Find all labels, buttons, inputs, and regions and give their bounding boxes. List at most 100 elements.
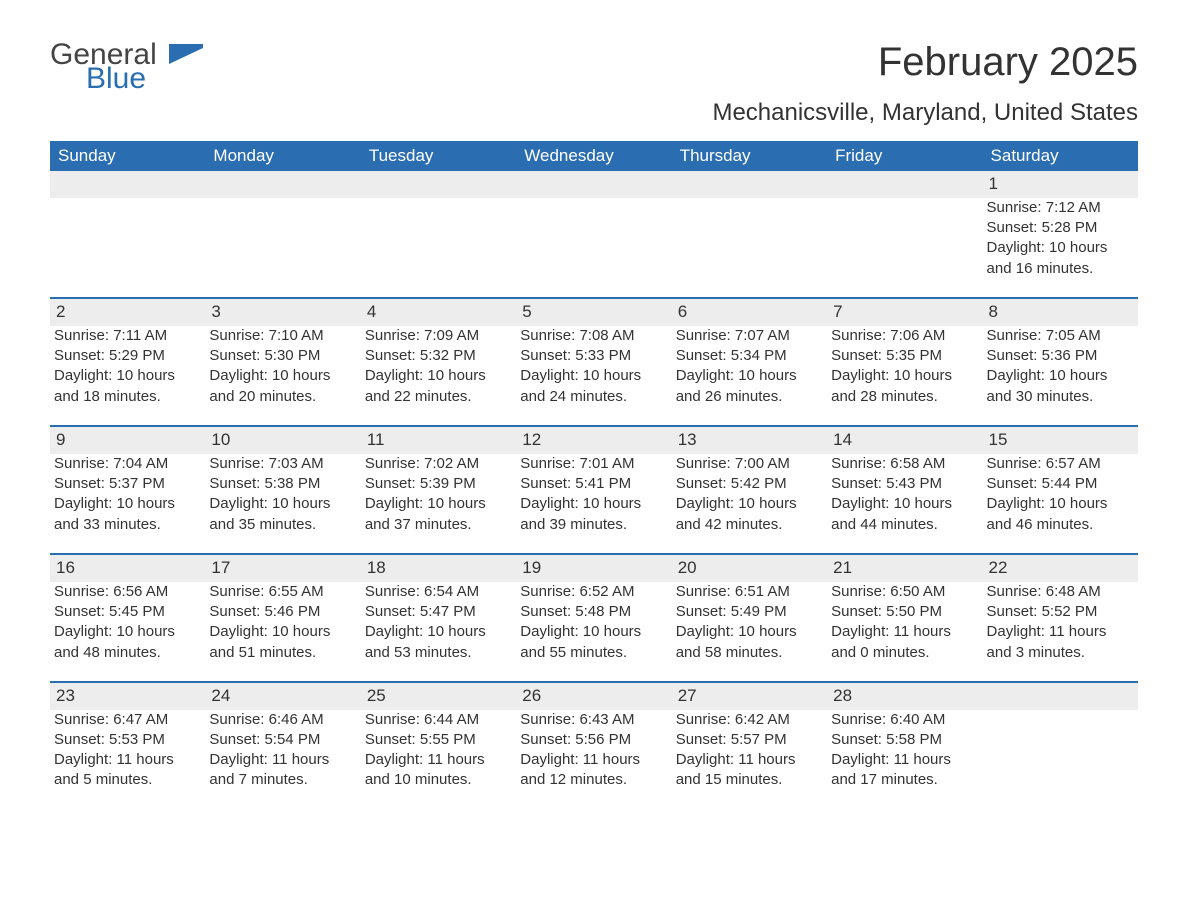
sunrise-text: Sunrise: 7:04 AM	[54, 454, 197, 474]
day-number-cell: 7	[827, 298, 982, 326]
day-number-cell: 23	[50, 682, 205, 710]
logo-text-blue: Blue	[86, 64, 203, 94]
day-detail-cell: Sunrise: 7:01 AMSunset: 5:41 PMDaylight:…	[516, 454, 671, 554]
sunrise-text: Sunrise: 7:12 AM	[987, 198, 1130, 218]
sunset-text: Sunset: 5:42 PM	[676, 474, 819, 494]
daylight-text: Daylight: 11 hours and 12 minutes.	[520, 750, 663, 791]
day-number-cell: 13	[672, 426, 827, 454]
sunset-text: Sunset: 5:28 PM	[987, 218, 1130, 238]
day-detail-cell	[50, 198, 205, 298]
sunset-text: Sunset: 5:33 PM	[520, 346, 663, 366]
sunrise-text: Sunrise: 7:01 AM	[520, 454, 663, 474]
day-detail-cell: Sunrise: 7:12 AMSunset: 5:28 PMDaylight:…	[983, 198, 1138, 298]
day-detail-row: Sunrise: 6:56 AMSunset: 5:45 PMDaylight:…	[50, 582, 1138, 682]
day-number-cell: 14	[827, 426, 982, 454]
logo-flag-icon	[169, 44, 203, 66]
day-number-cell	[516, 171, 671, 198]
day-number-cell: 9	[50, 426, 205, 454]
day-number-cell: 10	[205, 426, 360, 454]
weekday-header: Monday	[205, 141, 360, 171]
sunrise-text: Sunrise: 6:52 AM	[520, 582, 663, 602]
daylight-text: Daylight: 11 hours and 15 minutes.	[676, 750, 819, 791]
sunset-text: Sunset: 5:44 PM	[987, 474, 1130, 494]
day-detail-cell: Sunrise: 7:00 AMSunset: 5:42 PMDaylight:…	[672, 454, 827, 554]
sunrise-text: Sunrise: 6:50 AM	[831, 582, 974, 602]
sunset-text: Sunset: 5:58 PM	[831, 730, 974, 750]
sunrise-text: Sunrise: 6:48 AM	[987, 582, 1130, 602]
day-number-cell: 18	[361, 554, 516, 582]
day-detail-row: Sunrise: 6:47 AMSunset: 5:53 PM Daylight:…	[50, 710, 1138, 809]
sunrise-text: Sunrise: 7:07 AM	[676, 326, 819, 346]
day-number-row: 232425262728	[50, 682, 1138, 710]
daylight-text: Daylight: 10 hours and 28 minutes.	[831, 366, 974, 407]
daylight-text: Daylight: 10 hours and 26 minutes.	[676, 366, 819, 407]
day-number-cell: 25	[361, 682, 516, 710]
daylight-text: Daylight: 10 hours and 42 minutes.	[676, 494, 819, 535]
sunrise-text: Sunrise: 7:06 AM	[831, 326, 974, 346]
day-number-cell: 16	[50, 554, 205, 582]
daylight-text: Daylight: 11 hours and 17 minutes.	[831, 750, 974, 791]
daylight-text: Daylight: 10 hours and 44 minutes.	[831, 494, 974, 535]
sunset-text: Sunset: 5:29 PM	[54, 346, 197, 366]
weekday-header: Wednesday	[516, 141, 671, 171]
day-number-cell: 20	[672, 554, 827, 582]
day-detail-cell: Sunrise: 6:43 AMSunset: 5:56 PMDaylight:…	[516, 710, 671, 809]
daylight-text: Daylight: 10 hours and 16 minutes.	[987, 238, 1130, 279]
sunset-text: Sunset: 5:41 PM	[520, 474, 663, 494]
sunrise-text: Sunrise: 6:43 AM	[520, 710, 663, 730]
day-detail-cell	[827, 198, 982, 298]
daylight-text: Daylight: 10 hours and 35 minutes.	[209, 494, 352, 535]
weekday-header-row: Sunday Monday Tuesday Wednesday Thursday…	[50, 141, 1138, 171]
sunset-text: Sunset: 5:56 PM	[520, 730, 663, 750]
sunset-text: Sunset: 5:49 PM	[676, 602, 819, 622]
daylight-text: Daylight: 10 hours and 48 minutes.	[54, 622, 197, 663]
daylight-text: Daylight: 11 hours and 7 minutes.	[209, 750, 352, 791]
day-detail-cell	[361, 198, 516, 298]
day-number-cell: 19	[516, 554, 671, 582]
sunset-text: Sunset: 5:53 PM	[54, 730, 197, 750]
daylight-text: Daylight: 11 hours and 3 minutes.	[987, 622, 1130, 663]
day-detail-cell: Sunrise: 6:48 AMSunset: 5:52 PMDaylight:…	[983, 582, 1138, 682]
daylight-text: Daylight: 11 hours and 0 minutes.	[831, 622, 974, 663]
daylight-text: Daylight: 10 hours and 18 minutes.	[54, 366, 197, 407]
day-number-row: 2345678	[50, 298, 1138, 326]
sunset-text: Sunset: 5:32 PM	[365, 346, 508, 366]
day-number-row: 9101112131415	[50, 426, 1138, 454]
day-detail-cell: Sunrise: 6:52 AMSunset: 5:48 PMDaylight:…	[516, 582, 671, 682]
sunrise-text: Sunrise: 6:44 AM	[365, 710, 508, 730]
daylight-text: Daylight: 10 hours and 30 minutes.	[987, 366, 1130, 407]
day-number-cell	[983, 682, 1138, 710]
day-detail-row: Sunrise: 7:12 AMSunset: 5:28 PMDaylight:…	[50, 198, 1138, 298]
sunset-text: Sunset: 5:35 PM	[831, 346, 974, 366]
sunset-text: Sunset: 5:46 PM	[209, 602, 352, 622]
day-detail-cell: Sunrise: 7:03 AMSunset: 5:38 PMDaylight:…	[205, 454, 360, 554]
weekday-header: Thursday	[672, 141, 827, 171]
daylight-text: Daylight: 10 hours and 33 minutes.	[54, 494, 197, 535]
sunrise-text: Sunrise: 6:56 AM	[54, 582, 197, 602]
sunset-text: Sunset: 5:37 PM	[54, 474, 197, 494]
weekday-header: Saturday	[983, 141, 1138, 171]
sunset-text: Sunset: 5:30 PM	[209, 346, 352, 366]
day-detail-cell: Sunrise: 6:58 AMSunset: 5:43 PMDaylight:…	[827, 454, 982, 554]
day-number-cell	[827, 171, 982, 198]
daylight-text: Daylight: 10 hours and 22 minutes.	[365, 366, 508, 407]
daylight-text: Daylight: 10 hours and 55 minutes.	[520, 622, 663, 663]
day-number-cell	[361, 171, 516, 198]
sunrise-text: Sunrise: 6:46 AM	[209, 710, 352, 730]
day-number-cell: 12	[516, 426, 671, 454]
day-detail-cell: Sunrise: 7:07 AMSunset: 5:34 PMDaylight:…	[672, 326, 827, 426]
daylight-text: Daylight: 11 hours and 10 minutes.	[365, 750, 508, 791]
day-detail-cell: Sunrise: 6:42 AMSunset: 5:57 PMDaylight:…	[672, 710, 827, 809]
weekday-header: Friday	[827, 141, 982, 171]
sunrise-text: Sunrise: 6:47 AM	[54, 710, 197, 730]
sunset-text: Sunset: 5:50 PM	[831, 602, 974, 622]
day-number-cell: 11	[361, 426, 516, 454]
sunset-text: Sunset: 5:43 PM	[831, 474, 974, 494]
day-detail-cell: Sunrise: 7:02 AMSunset: 5:39 PMDaylight:…	[361, 454, 516, 554]
sunset-text: Sunset: 5:54 PM	[209, 730, 352, 750]
day-detail-cell: Sunrise: 7:10 AMSunset: 5:30 PMDaylight:…	[205, 326, 360, 426]
day-detail-cell	[672, 198, 827, 298]
daylight-text: Daylight: 10 hours and 46 minutes.	[987, 494, 1130, 535]
day-number-cell: 4	[361, 298, 516, 326]
day-number-cell: 6	[672, 298, 827, 326]
